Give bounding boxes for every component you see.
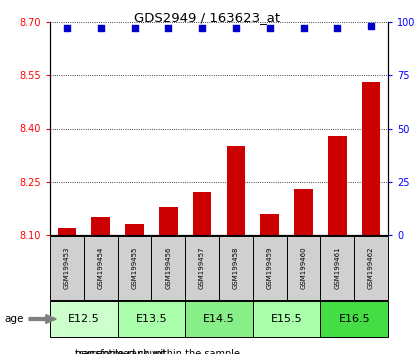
- Bar: [260, 214, 279, 235]
- Bar: [50, 236, 84, 300]
- Text: GSM199453: GSM199453: [64, 247, 70, 289]
- Text: GSM199457: GSM199457: [199, 247, 205, 289]
- Text: GSM199460: GSM199460: [300, 247, 307, 289]
- Bar: [320, 236, 354, 300]
- Bar: [227, 146, 245, 235]
- Bar: [159, 207, 178, 235]
- Text: age: age: [4, 314, 24, 324]
- Point: [98, 25, 104, 31]
- Bar: [185, 236, 219, 300]
- Bar: [253, 301, 320, 337]
- Bar: [58, 228, 76, 235]
- Bar: [193, 193, 211, 235]
- Point: [63, 25, 70, 31]
- Text: transformed count: transformed count: [76, 349, 166, 354]
- Point: [368, 23, 374, 29]
- Text: E13.5: E13.5: [136, 314, 167, 324]
- Text: GSM199461: GSM199461: [334, 247, 340, 289]
- Text: E14.5: E14.5: [203, 314, 235, 324]
- Bar: [84, 236, 117, 300]
- Bar: [328, 136, 347, 235]
- Text: GSM199462: GSM199462: [368, 247, 374, 289]
- Bar: [287, 236, 320, 300]
- Point: [266, 25, 273, 31]
- Text: E16.5: E16.5: [338, 314, 370, 324]
- Text: GDS2949 / 163623_at: GDS2949 / 163623_at: [134, 11, 281, 24]
- Bar: [151, 236, 185, 300]
- Point: [232, 25, 239, 31]
- Bar: [117, 236, 151, 300]
- Bar: [50, 301, 117, 337]
- Text: GSM199454: GSM199454: [98, 247, 104, 289]
- Bar: [362, 82, 381, 235]
- Point: [300, 25, 307, 31]
- Bar: [253, 236, 287, 300]
- Text: GSM199455: GSM199455: [132, 247, 137, 289]
- Bar: [117, 301, 185, 337]
- Bar: [354, 236, 388, 300]
- Text: percentile rank within the sample: percentile rank within the sample: [76, 349, 240, 354]
- Point: [165, 25, 172, 31]
- Text: GSM199456: GSM199456: [165, 247, 171, 289]
- Point: [334, 25, 341, 31]
- Text: GSM199459: GSM199459: [267, 247, 273, 289]
- Bar: [219, 236, 253, 300]
- Text: E15.5: E15.5: [271, 314, 303, 324]
- Bar: [320, 301, 388, 337]
- Bar: [294, 189, 313, 235]
- Bar: [125, 224, 144, 235]
- Bar: [185, 301, 253, 337]
- Bar: [91, 217, 110, 235]
- Text: E12.5: E12.5: [68, 314, 100, 324]
- Text: GSM199458: GSM199458: [233, 247, 239, 289]
- Point: [131, 25, 138, 31]
- Point: [199, 25, 205, 31]
